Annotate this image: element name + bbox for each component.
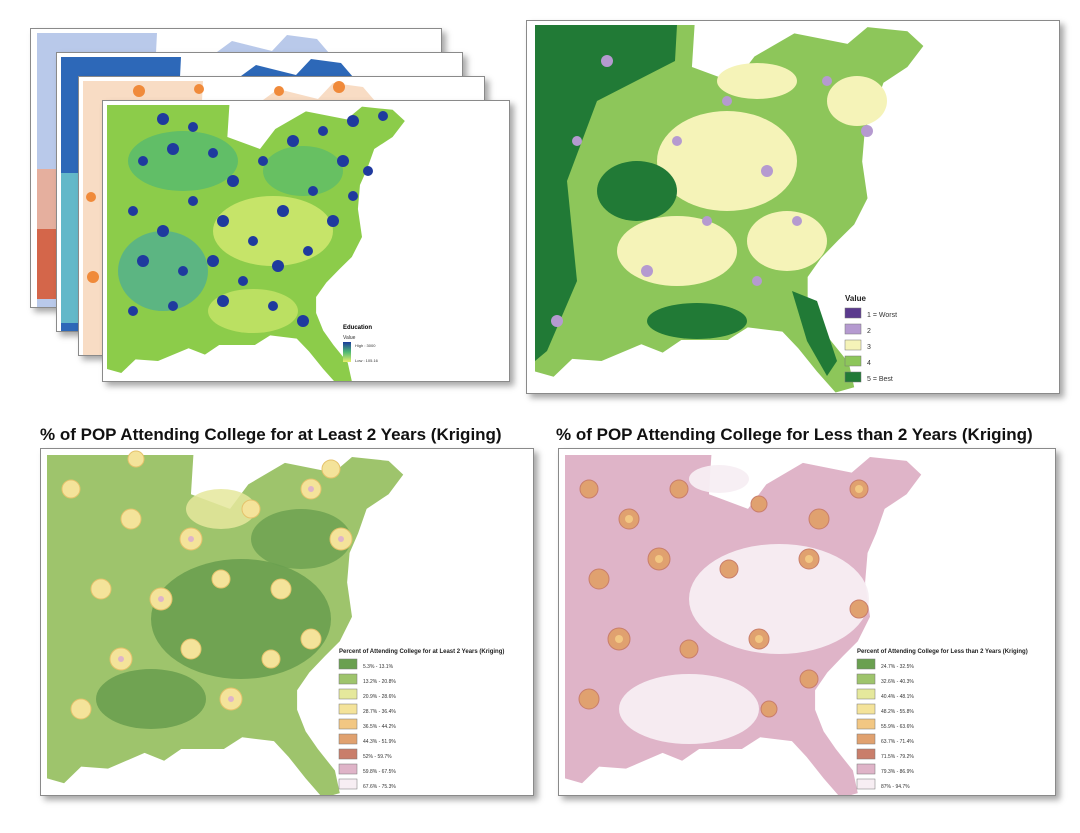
panel-right-legend-label: 71.5% - 79.2% <box>881 754 914 760</box>
rank-legend-swatch <box>844 339 862 351</box>
panel-left-legend-label: 44.3% - 51.9% <box>363 739 396 745</box>
rank-legend-swatch <box>844 371 862 383</box>
panel-right-legend-swatch <box>856 673 876 685</box>
education-map: Education Value High : 3000 Low : 105.16 <box>103 101 509 381</box>
panel-left-title: % of POP Attending College for at Least … <box>40 425 502 444</box>
panel-right-legend-swatch <box>856 733 876 745</box>
panel-left-legend-label: 20.9% - 28.6% <box>363 694 396 700</box>
rank-map-card: Value 1 = Worst 2 3 4 5 = Best <box>526 20 1060 394</box>
rank-map: Value 1 = Worst 2 3 4 5 = Best <box>527 21 1059 393</box>
panel-right-peaks <box>615 485 863 643</box>
rank-legend-label: 3 <box>867 344 871 351</box>
panel-right-legend-swatch <box>856 778 876 790</box>
rank-legend-title: Value <box>845 294 866 303</box>
panel-left-legend-swatch <box>338 673 358 685</box>
panel-left-legend-swatch <box>338 763 358 775</box>
rank-legend-label: 4 <box>867 360 871 367</box>
panel-right-legend-swatch <box>856 763 876 775</box>
education-legend-subtitle: Value <box>343 335 356 341</box>
panel-left-legend-label: 36.5% - 44.2% <box>363 724 396 730</box>
panel-left-legend-swatch <box>338 733 358 745</box>
rank-legend-label: 5 = Best <box>867 376 893 383</box>
panel-right-legend-label: 32.6% - 40.3% <box>881 679 914 685</box>
education-patches <box>118 131 343 333</box>
panel-left-legend-swatch <box>338 703 358 715</box>
rank-map-regions <box>535 25 887 376</box>
panel-left-legend-swatch <box>338 748 358 760</box>
panel-left-legend-label: 13.2% - 20.8% <box>363 679 396 685</box>
education-legend-high: High : 3000 <box>355 343 376 348</box>
panel-right-legend-label: 40.4% - 48.1% <box>881 694 914 700</box>
panel-right-legend-swatch <box>856 703 876 715</box>
panel-right-legend: Percent of Attending College for Less th… <box>856 649 1028 790</box>
panel-right-map-card: Percent of Attending College for Less th… <box>558 448 1056 796</box>
panel-left-legend-label: 67.6% - 75.3% <box>363 784 396 790</box>
education-hotspots <box>128 111 388 327</box>
rank-map-worst-spots <box>551 55 873 327</box>
panel-right-legend-swatch <box>856 658 876 670</box>
education-legend: Education Value High : 3000 Low : 105.16 <box>343 325 379 363</box>
rank-legend-label: 1 = Worst <box>867 312 897 319</box>
panel-left-peaks <box>118 486 344 702</box>
panel-right-legend-label: 48.2% - 55.8% <box>881 709 914 715</box>
panel-left-legend-swatch <box>338 778 358 790</box>
panel-right-title: % of POP Attending College for Less than… <box>556 425 1033 444</box>
panel-right-legend-label: 24.7% - 32.5% <box>881 664 914 670</box>
rank-legend-swatch <box>844 323 862 335</box>
panel-left-legend-label: 5.3% - 13.1% <box>363 664 394 670</box>
panel-left-legend-label: 28.7% - 36.4% <box>363 709 396 715</box>
panel-left-legend-title: Percent of Attending College for at Leas… <box>339 649 504 655</box>
education-legend-low: Low : 105.16 <box>355 358 379 363</box>
rank-map-legend: Value 1 = Worst 2 3 4 5 = Best <box>844 294 897 383</box>
panel-left-hotspots <box>61 450 353 720</box>
panel-left-legend-swatch <box>338 688 358 700</box>
rank-legend-label: 2 <box>867 328 871 335</box>
education-legend-title: Education <box>343 325 372 331</box>
panel-right-legend-label: 79.3% - 86.9% <box>881 769 914 775</box>
panel-left-legend: Percent of Attending College for at Leas… <box>338 649 504 790</box>
panel-left-legend-swatch <box>338 658 358 670</box>
panel-left-map-card: Percent of Attending College for at Leas… <box>40 448 534 796</box>
panel-left-legend-swatch <box>338 718 358 730</box>
education-legend-ramp <box>343 342 351 362</box>
panel-right-legend-swatch <box>856 718 876 730</box>
panel-right-legend-swatch <box>856 748 876 760</box>
panel-right-legend-title: Percent of Attending College for Less th… <box>857 649 1028 655</box>
education-map-card: Education Value High : 3000 Low : 105.16 <box>102 100 510 382</box>
panel-left-legend-label: 52% - 59.7% <box>363 754 392 760</box>
rank-legend-swatch <box>844 307 862 319</box>
panel-right-legend-label: 87% - 94.7% <box>881 784 910 790</box>
panel-right-map: Percent of Attending College for Less th… <box>559 449 1055 795</box>
panel-right-legend-label: 55.9% - 63.6% <box>881 724 914 730</box>
rank-legend-swatch <box>844 355 862 367</box>
panel-right-legend-swatch <box>856 688 876 700</box>
panel-right-legend-label: 63.7% - 71.4% <box>881 739 914 745</box>
panel-left-map: Percent of Attending College for at Leas… <box>41 449 533 795</box>
panel-right-hotspots <box>578 479 869 718</box>
panel-left-legend-label: 59.8% - 67.5% <box>363 769 396 775</box>
